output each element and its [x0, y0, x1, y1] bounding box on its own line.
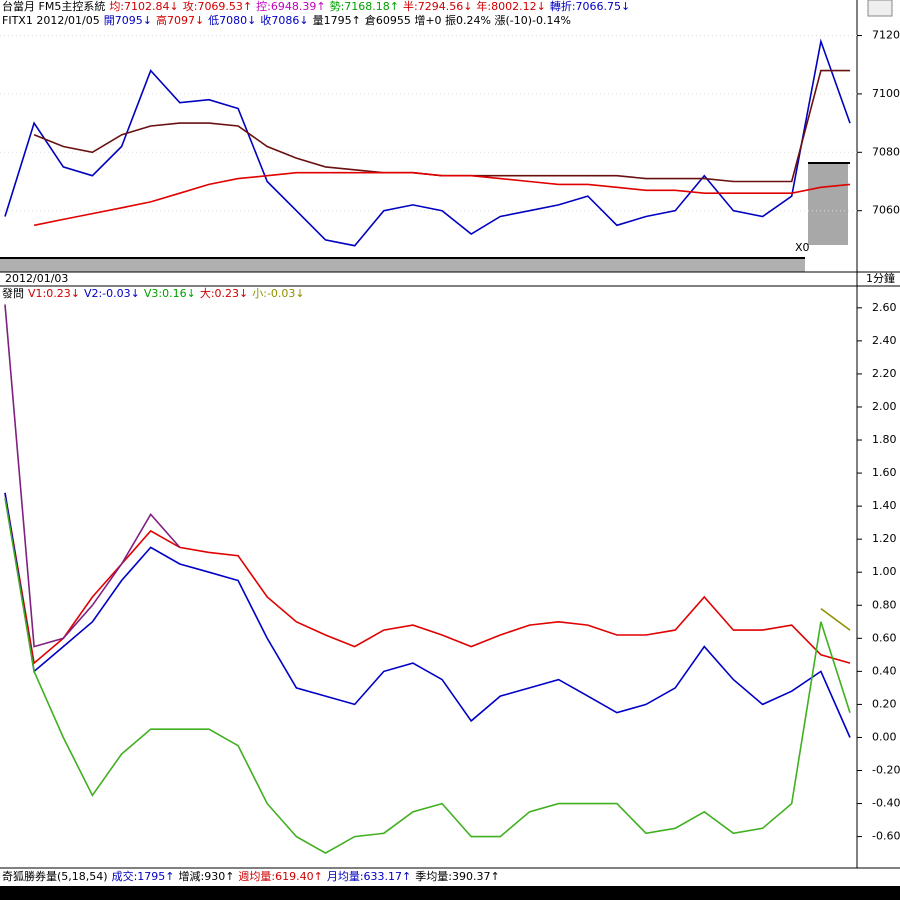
- date-label: 2012/01/03: [5, 272, 68, 285]
- series-line: [4, 38, 851, 247]
- y-tick-label: 2.40: [872, 334, 897, 347]
- y-tick-label: 7060: [872, 204, 900, 217]
- y-tick-label: 0.60: [872, 631, 897, 644]
- footer-line-item: 增減:930↑: [179, 869, 235, 883]
- series-line: [4, 304, 181, 648]
- subheader-line-item: 高7097↓: [156, 13, 204, 27]
- y-tick-label: 7100: [872, 87, 900, 100]
- header-line-item: 均:7102.84↓: [109, 0, 178, 13]
- series-line: [33, 171, 851, 227]
- gap-box: [808, 163, 848, 245]
- y-tick-label: 0.20: [872, 697, 897, 710]
- y-tick-label: -0.60: [872, 830, 900, 843]
- footer-line-item: 週均量:619.40↑: [238, 870, 322, 883]
- subheader-line-item: 量1795↑: [313, 14, 361, 27]
- y-tick-label: 0.40: [872, 664, 897, 677]
- y-tick-label: 2.00: [872, 400, 897, 413]
- y-tick-label: 1.60: [872, 466, 897, 479]
- period-label: 1分鐘: [866, 271, 895, 285]
- y-tick-label: 0.00: [872, 730, 897, 743]
- y-tick-label: 2.60: [872, 301, 897, 314]
- header-line-item: 轉折:7066.75↓: [550, 0, 630, 13]
- header-line-item: 年:8002.12↓: [476, 0, 545, 13]
- series-line: [4, 492, 851, 665]
- y-tick-label: 1.20: [872, 532, 897, 545]
- range-bar: [0, 258, 805, 272]
- marker-label: X0: [795, 241, 810, 254]
- indicator-header: 發問 V1:0.23↓ V2:-0.03↓ V3:0.16↓ 大:0.23↓ 小:-0.0…: [2, 286, 305, 300]
- y-tick-label: -0.40: [872, 797, 900, 810]
- indicator-header-item: 大:0.23↓: [200, 286, 248, 300]
- subheader-line-item: FITX1 2012/01/05: [2, 14, 100, 27]
- header-line-item: 控:6948.39↑: [256, 0, 325, 13]
- indicator-header-item: 發問: [2, 286, 24, 300]
- y-tick-label: 0.80: [872, 598, 897, 611]
- subheader-line-item: 倉60955 增+0 振0.24% 漲(-10)-0.14%: [365, 13, 571, 27]
- footer-line-item: 月均量:633.17↑: [327, 870, 411, 883]
- series-line: [4, 492, 851, 738]
- footer-line-item: 成交:1795↑: [112, 869, 175, 883]
- footer-line-item: 奇狐勝券量(5,18,54): [2, 869, 108, 883]
- y-tick-label: 1.80: [872, 433, 897, 446]
- y-tick-label: 1.00: [872, 565, 897, 578]
- footer-line-item: 季均量:390.37↑: [415, 870, 499, 883]
- subheader-line: FITX1 2012/01/05 開7095↓ 高7097↓ 低7080↓ 收7086↓…: [2, 13, 571, 27]
- indicator-header-item: 小:-0.03↓: [252, 287, 304, 300]
- header-line-item: 半:7294.56↓: [403, 0, 472, 13]
- header-line: 台當月 FM5主控系統 均:7102.84↓ 攻:7069.53↑ 控:6948.39…: [2, 0, 630, 13]
- indicator-header-item: V2:-0.03↓: [84, 287, 140, 300]
- window-button[interactable]: [867, 0, 893, 17]
- header-line-item: 攻:7069.53↑: [183, 0, 252, 13]
- indicator-header-item: V3:0.16↓: [144, 287, 196, 300]
- subheader-line-item: 開7095↓: [104, 14, 152, 27]
- y-tick-label: 7120: [872, 29, 900, 42]
- series-line: [4, 497, 851, 855]
- y-tick-label: -0.20: [872, 764, 900, 777]
- y-tick-label: 2.20: [872, 367, 897, 380]
- indicator-header-item: V1:0.23↓: [28, 287, 80, 300]
- status-strip: [0, 886, 900, 900]
- footer-line: 奇狐勝券量(5,18,54) 成交:1795↑ 增減:930↑ 週均量:619.40↑…: [2, 869, 500, 883]
- header-line-item: 台當月 FM5主控系統: [2, 0, 105, 13]
- subheader-line-item: 收7086↓: [260, 13, 308, 27]
- y-tick-label: 7080: [872, 145, 900, 158]
- subheader-line-item: 低7080↓: [208, 14, 256, 27]
- header-line-item: 勢:7168.18↑: [330, 0, 399, 13]
- y-tick-label: 1.40: [872, 499, 897, 512]
- series-line: [820, 607, 851, 631]
